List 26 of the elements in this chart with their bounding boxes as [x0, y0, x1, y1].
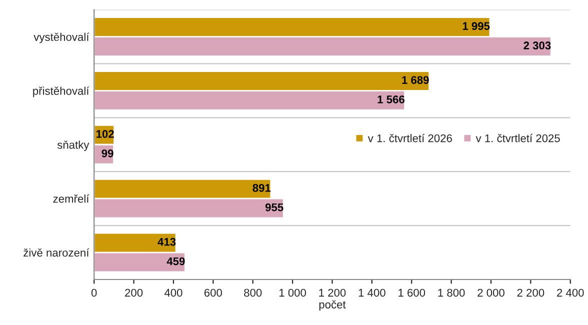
y-tick-label: vystěhovalí — [34, 32, 90, 44]
data-label: 2 303 — [524, 42, 551, 50]
legend-label: v 1. čtvrtletí 2025 — [476, 134, 560, 142]
data-label: 459 — [166, 257, 185, 266]
x-tick-label: 200 — [125, 288, 143, 297]
x-tick-label: 2 400 — [557, 288, 584, 297]
y-tick-label: přistěhovalí — [33, 86, 90, 98]
data-label: 955 — [265, 203, 284, 212]
x-tick-label: 1 800 — [438, 288, 465, 297]
x-tick-label: 2 000 — [478, 288, 504, 297]
legend-label: v 1. čtvrtletí 2026 — [368, 134, 452, 142]
x-tick-label: 2 200 — [517, 288, 544, 297]
x-axis-title: počet — [319, 300, 346, 311]
x-tick-label: 400 — [164, 288, 182, 297]
y-tick-label: sňatky — [57, 140, 90, 151]
x-tick-label: 1 600 — [398, 288, 426, 297]
x-tick-label: 0 — [91, 288, 97, 297]
y-tick-label: zemřelí — [53, 194, 90, 203]
x-tick-label: 1 000 — [279, 288, 306, 297]
data-label: 1 566 — [378, 96, 404, 104]
x-tick-label: 1 400 — [358, 288, 386, 297]
x-tick-label: 600 — [204, 288, 222, 297]
x-tick-label: 800 — [244, 288, 262, 297]
data-label: 99 — [102, 149, 114, 158]
x-tick-label: 1 200 — [319, 288, 346, 297]
y-tick-label: živě narození — [24, 248, 90, 257]
